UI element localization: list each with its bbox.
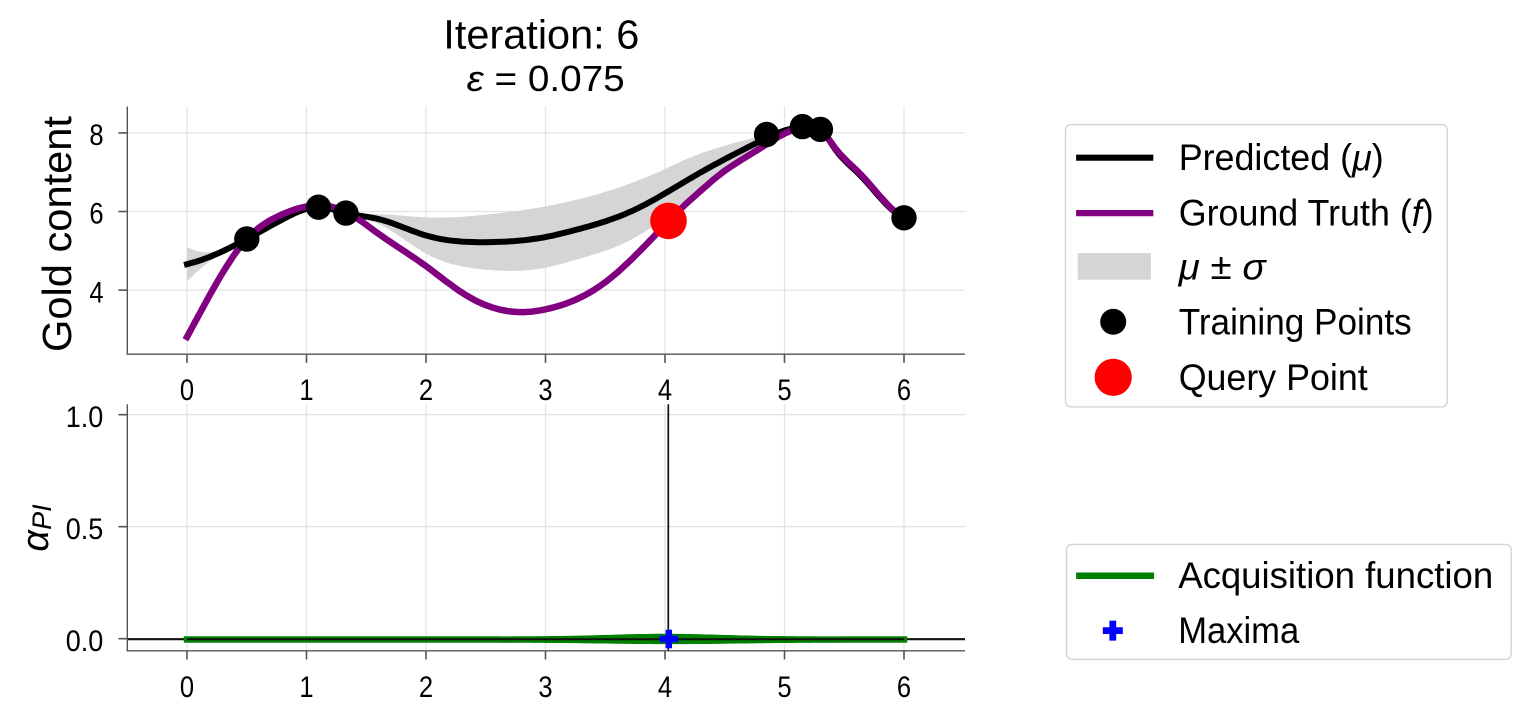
svg-text:Acquisition function: Acquisition function bbox=[1178, 555, 1493, 596]
svg-text:6: 6 bbox=[897, 374, 911, 407]
svg-text:0: 0 bbox=[180, 671, 194, 704]
svg-text:μ ± σ: μ ± σ bbox=[1178, 246, 1268, 287]
svg-text:4: 4 bbox=[89, 276, 103, 309]
svg-text:Iteration: 6: Iteration: 6 bbox=[443, 12, 639, 58]
svg-text:Maxima: Maxima bbox=[1178, 610, 1299, 651]
svg-text:1.0: 1.0 bbox=[66, 401, 104, 434]
svg-text:6: 6 bbox=[897, 671, 911, 704]
svg-text:Training Points: Training Points bbox=[1179, 301, 1412, 342]
svg-text:5: 5 bbox=[777, 374, 791, 407]
svg-text:4: 4 bbox=[658, 374, 672, 407]
svg-text:3: 3 bbox=[538, 671, 552, 704]
svg-text:2: 2 bbox=[419, 671, 433, 704]
svg-text:1: 1 bbox=[299, 671, 313, 704]
svg-text:0.5: 0.5 bbox=[66, 513, 104, 546]
svg-text:Query Point: Query Point bbox=[1179, 357, 1369, 398]
svg-text:0.0: 0.0 bbox=[66, 625, 104, 658]
svg-text:0: 0 bbox=[180, 374, 194, 407]
svg-text:5: 5 bbox=[777, 671, 791, 704]
svg-text:3: 3 bbox=[538, 374, 552, 407]
svg-text:ε = 0.075: ε = 0.075 bbox=[467, 58, 625, 99]
svg-text:6: 6 bbox=[89, 198, 103, 231]
svg-text:Ground Truth (f): Ground Truth (f) bbox=[1179, 193, 1434, 234]
svg-text:Predicted (μ): Predicted (μ) bbox=[1179, 137, 1384, 178]
svg-text:2: 2 bbox=[419, 374, 433, 407]
svg-text:Gold content: Gold content bbox=[34, 115, 80, 352]
svg-text:4: 4 bbox=[658, 671, 672, 704]
svg-text:1: 1 bbox=[299, 374, 313, 407]
svg-text:8: 8 bbox=[89, 119, 103, 152]
